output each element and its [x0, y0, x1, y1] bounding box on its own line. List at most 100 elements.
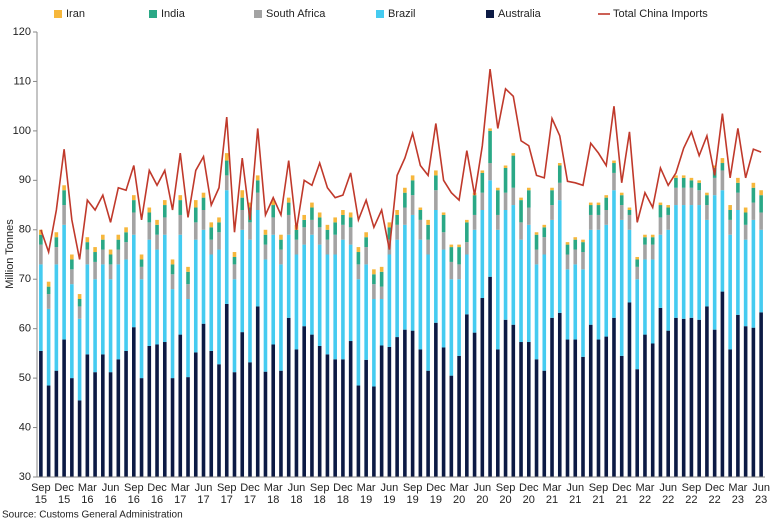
bar-segment	[186, 284, 190, 299]
bar-segment	[557, 312, 562, 477]
bar-segment	[635, 256, 640, 260]
bar-segment	[542, 237, 547, 255]
bar-segment	[573, 249, 578, 265]
bar-segment	[604, 195, 609, 198]
x-tick-label: Dec 18	[333, 482, 353, 506]
bar-segment	[441, 347, 446, 477]
bar-segment	[372, 284, 376, 299]
bar-segment	[542, 370, 547, 477]
bar-segment	[728, 219, 732, 235]
bar-segment	[286, 317, 291, 477]
bar-segment	[395, 210, 399, 215]
bar-segment	[488, 130, 492, 164]
bar-segment	[418, 207, 423, 210]
bar-segment	[333, 359, 337, 477]
bar-segment	[511, 153, 516, 156]
bar-segment	[681, 205, 686, 319]
bar-segment	[697, 182, 701, 191]
bar-segment	[627, 210, 632, 215]
bar-segment	[372, 299, 376, 387]
bar-segment	[217, 249, 221, 365]
bar-segment	[542, 227, 547, 238]
bar-segment	[534, 232, 539, 235]
bar-segment	[519, 200, 523, 223]
bar-segment	[426, 224, 430, 240]
bar-segment	[341, 214, 345, 225]
bar-segment	[674, 317, 678, 477]
bar-segment	[403, 187, 407, 193]
x-tick-label: Sep 16	[124, 482, 144, 506]
bar-segment	[279, 234, 283, 240]
bar-segment	[480, 298, 485, 477]
bar-segment	[550, 317, 554, 477]
bar-segment	[232, 252, 237, 257]
bar-segment	[434, 175, 438, 191]
bar-segment	[697, 190, 701, 206]
x-tick-label: Dec 16	[147, 482, 167, 506]
bar-segment	[488, 128, 492, 131]
bar-segment	[619, 195, 624, 206]
x-tick-label: Dec 22	[704, 482, 725, 506]
bar-segment	[426, 370, 430, 477]
bar-segment	[705, 306, 709, 477]
bar-segment	[162, 200, 167, 206]
bar-segment	[77, 294, 82, 299]
bar-segment	[465, 254, 469, 315]
bar-segment	[650, 259, 655, 344]
bar-segment	[286, 202, 291, 215]
bar-segment	[70, 254, 74, 260]
bar-segment	[697, 205, 701, 320]
bar-segment	[596, 205, 601, 215]
bar-segment	[379, 345, 384, 477]
bar-segment	[387, 346, 392, 477]
bar-segment	[372, 386, 376, 477]
bar-segment	[581, 252, 585, 270]
bar-segment	[581, 356, 585, 477]
bar-segment	[519, 239, 523, 343]
bar-segment	[403, 207, 407, 225]
bar-segment	[488, 276, 492, 477]
bar-segment	[751, 202, 756, 220]
legend-label: Iran	[66, 8, 85, 20]
bar-segment	[93, 252, 97, 262]
bar-segment	[348, 227, 353, 245]
bar-segment	[356, 279, 361, 386]
bar-segment	[124, 259, 128, 351]
bar-segment	[348, 217, 353, 228]
bar-segment	[224, 190, 229, 304]
bar-segment	[751, 182, 756, 188]
bar-segment	[348, 212, 353, 218]
bar-segment	[279, 264, 283, 371]
bar-segment	[410, 195, 415, 215]
bar-segment	[550, 190, 554, 206]
bar-segment	[248, 202, 252, 208]
x-tick-label: Jun 21	[566, 482, 585, 506]
bar-segment	[480, 170, 485, 173]
bar-segment	[132, 212, 136, 235]
bar-segment	[728, 234, 732, 350]
bar-segment	[395, 214, 399, 225]
bar-segment	[728, 349, 732, 477]
bar-segment	[465, 314, 469, 477]
bar-segment	[279, 370, 283, 477]
bar-segment	[573, 264, 578, 340]
bar-segment	[170, 264, 175, 275]
bar-segment	[643, 334, 647, 477]
bar-segment	[720, 158, 725, 164]
bar-segment	[279, 239, 283, 250]
bar-segment	[333, 254, 337, 360]
bar-segment	[488, 180, 492, 277]
bar-segment	[666, 214, 670, 230]
bar-segment	[108, 372, 113, 477]
bar-segment	[457, 279, 461, 356]
bar-segment	[170, 274, 175, 290]
bar-segment	[503, 319, 508, 477]
bar-segment	[496, 214, 500, 230]
bar-segment	[503, 192, 508, 210]
bar-segment	[410, 175, 415, 181]
bar-segment	[271, 205, 276, 218]
x-tick-label: Mar 16	[77, 482, 97, 506]
bar-segment	[232, 264, 237, 280]
bar-segment	[139, 254, 144, 260]
bar-segment	[54, 232, 59, 238]
